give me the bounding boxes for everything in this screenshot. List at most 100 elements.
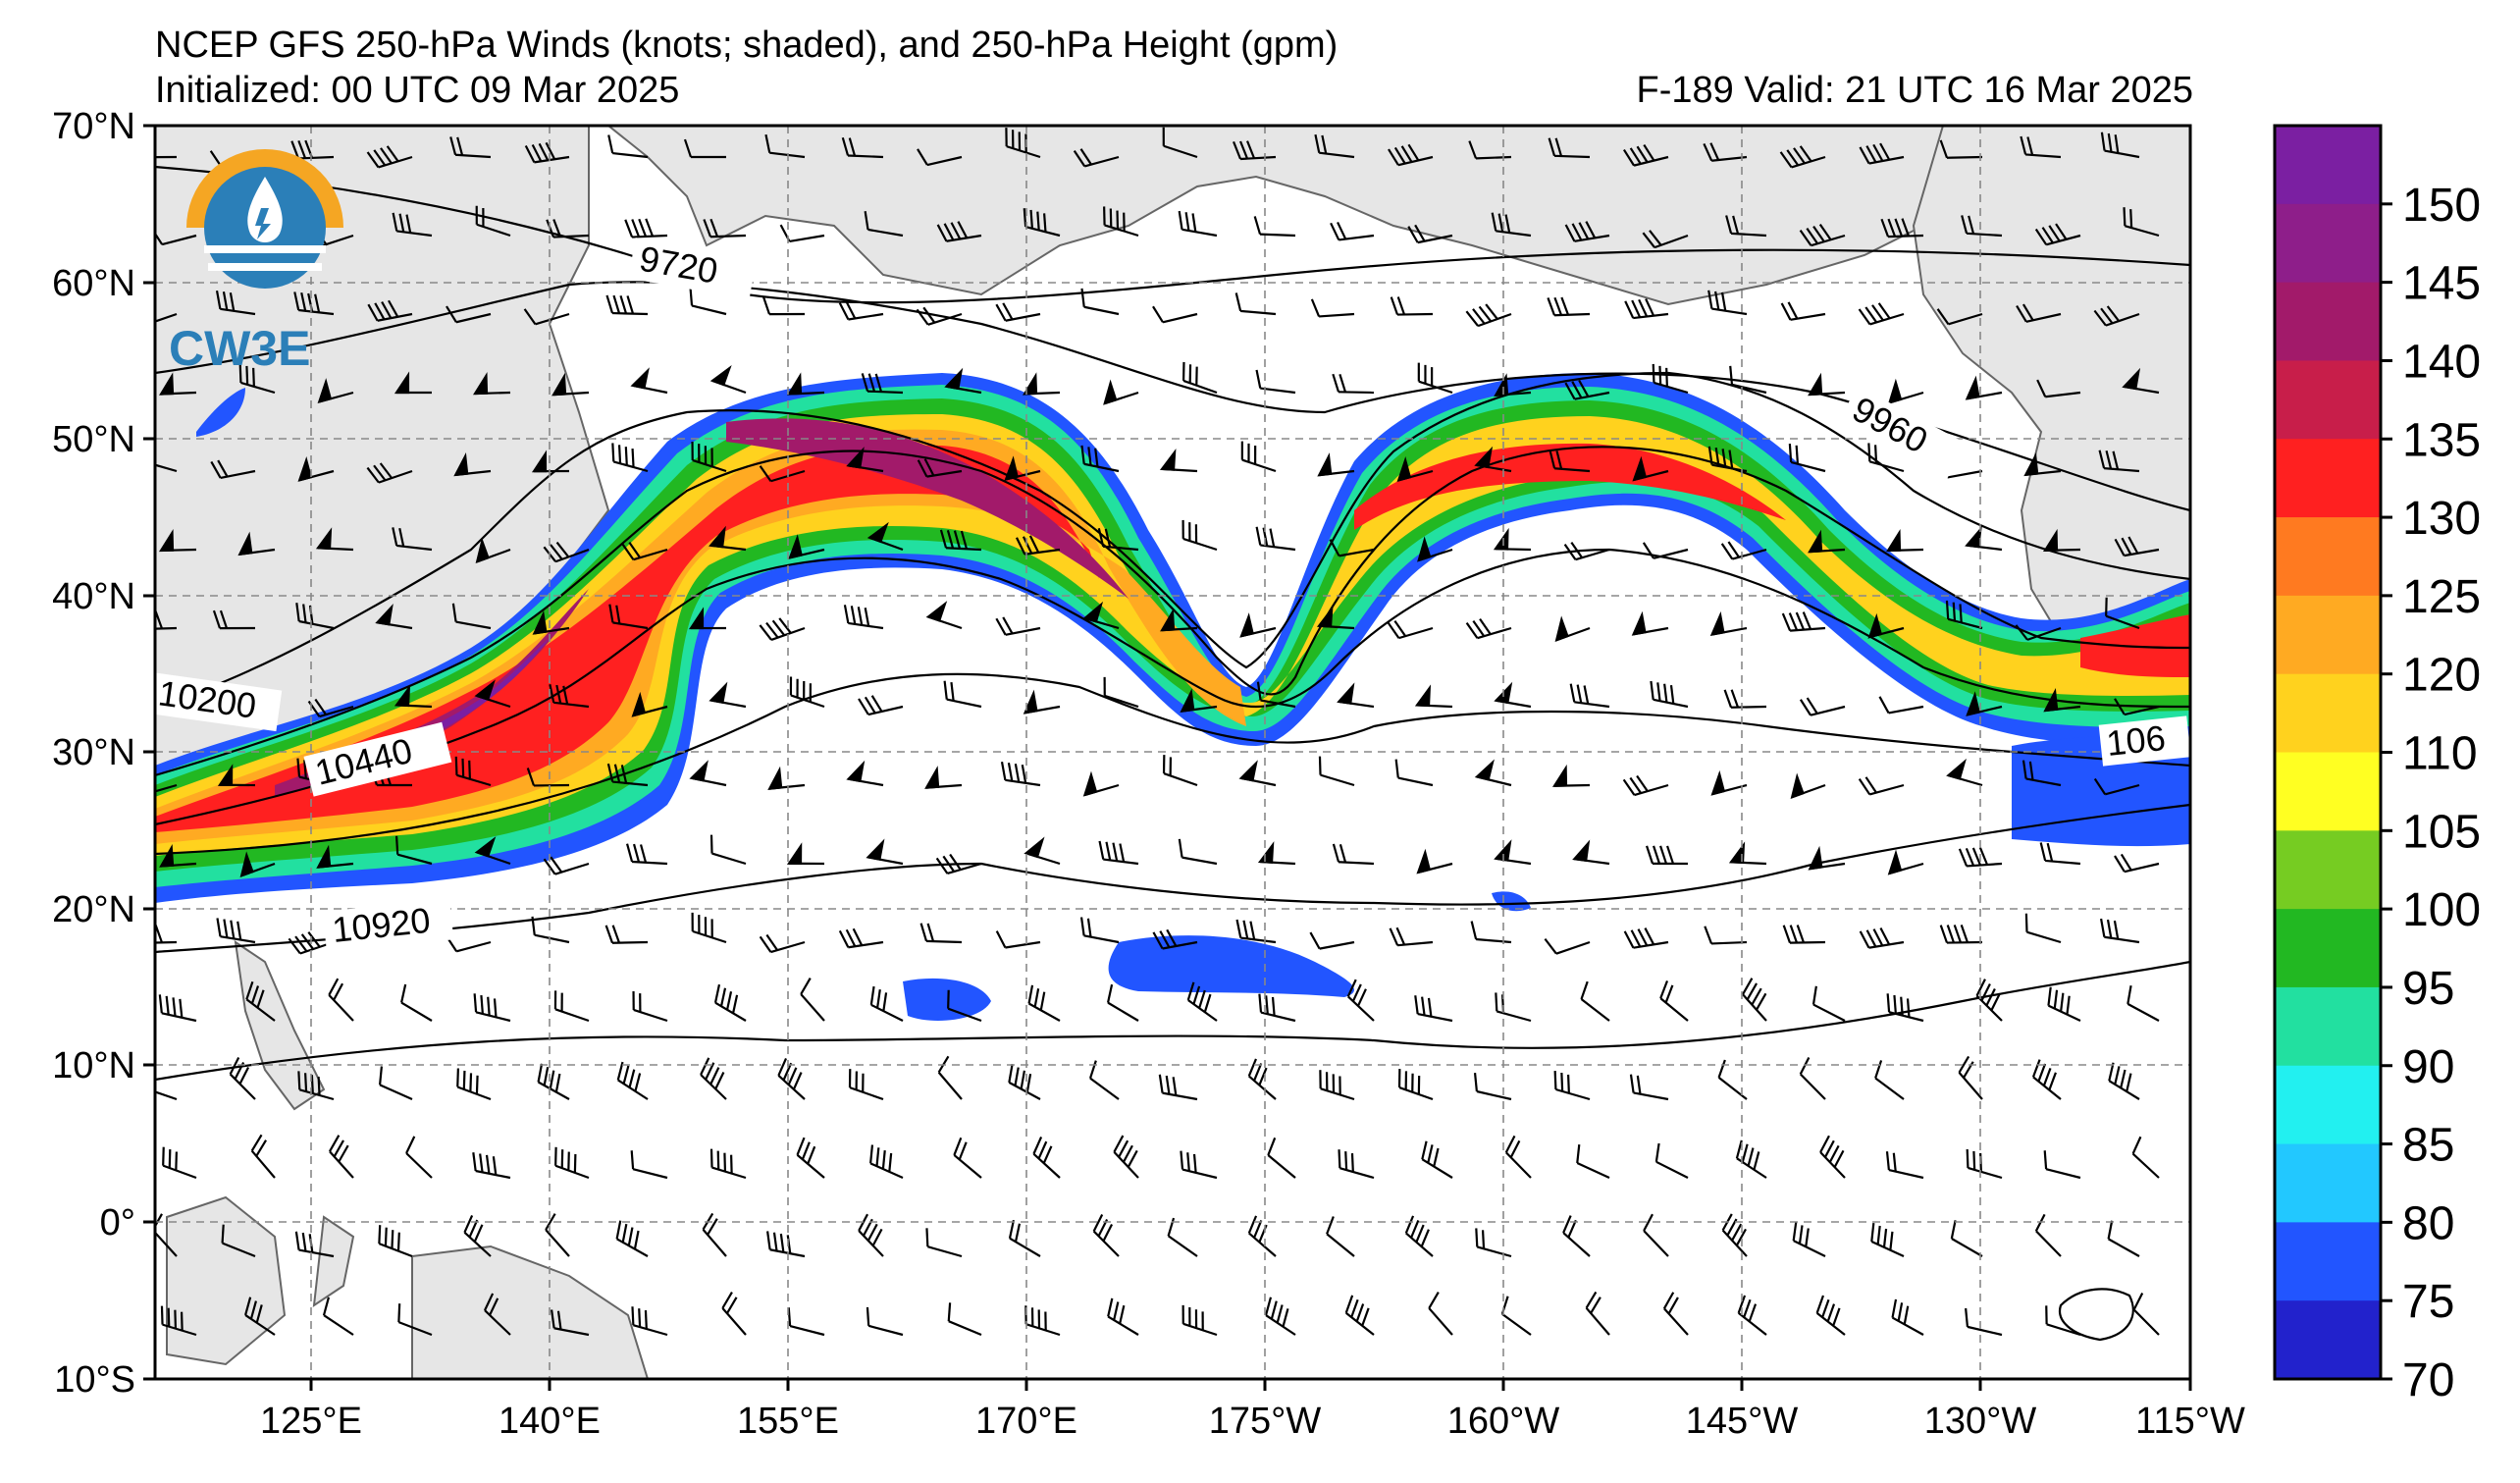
wind-barb <box>1631 610 1669 636</box>
wind-barb <box>297 1071 335 1101</box>
wind-barb <box>537 1063 570 1100</box>
wind-barb <box>532 610 570 635</box>
colorbar-tick-label: 80 <box>2402 1197 2454 1249</box>
wind-barb <box>1885 529 1924 553</box>
wind-barb <box>689 287 727 316</box>
wind-barb <box>1160 608 1198 632</box>
wind-barb <box>1662 1292 1689 1336</box>
lon-label-170e: 170°E <box>975 1401 1077 1442</box>
wind-barb <box>1389 927 1434 947</box>
wind-barb <box>1966 691 2003 716</box>
colorbar-segment <box>2275 830 2381 910</box>
lat-label-0: 0° <box>100 1202 135 1244</box>
wind-barb <box>453 451 492 477</box>
wind-barb <box>1874 1060 1905 1100</box>
wind-barb <box>1965 375 2003 400</box>
lon-label-155e: 155°E <box>737 1401 839 1442</box>
colorbar-segment <box>2275 360 2381 440</box>
logo-text: CW3E <box>169 321 310 376</box>
wind-barb <box>155 228 197 246</box>
lat-label-70n: 70°N <box>52 106 135 147</box>
lat-label-10s: 10°S <box>54 1359 135 1401</box>
wind-barb <box>1643 1213 1669 1257</box>
wind-barb <box>777 1057 806 1100</box>
wind-barb <box>1504 1135 1532 1179</box>
wind-barb <box>217 764 256 787</box>
celebes-island <box>312 1215 355 1308</box>
wind-barb <box>2098 450 2140 473</box>
wind-barb <box>606 763 649 787</box>
wind-barb <box>1416 848 1453 874</box>
wind-barb <box>378 1066 413 1101</box>
wind-barb <box>1310 298 1355 318</box>
wind-barb <box>1780 301 1826 321</box>
colorbar-segment <box>2275 909 2381 988</box>
wind-barb <box>788 534 825 559</box>
init-time: Initialized: 00 UTC 09 Mar 2025 <box>155 70 680 111</box>
wind-barb <box>1082 770 1120 797</box>
wind-barb <box>1723 689 1767 709</box>
wind-barb <box>328 978 354 1022</box>
wind-barb <box>1576 1144 1610 1180</box>
wind-barb <box>630 367 668 395</box>
wind-barb <box>1887 378 1924 404</box>
wind-barb <box>1799 224 1846 247</box>
wind-barb <box>1080 445 1120 473</box>
wind-barb <box>454 756 492 787</box>
wind-barb <box>155 460 178 473</box>
colorbar <box>2273 124 2392 1381</box>
wind-barb <box>616 1061 649 1100</box>
wind-barb <box>1710 769 1748 796</box>
wind-barb <box>2023 451 2062 477</box>
wind-barb <box>1027 984 1061 1022</box>
wind-barb <box>800 978 825 1022</box>
wind-barb <box>1585 1291 1610 1336</box>
wind-barb <box>1629 1074 1669 1101</box>
wind-barb <box>221 1224 256 1258</box>
wind-barb <box>1344 1295 1375 1336</box>
wind-barb <box>1811 985 1846 1022</box>
lon-label-140e: 140°E <box>499 1401 601 1442</box>
wind-barb <box>451 603 492 630</box>
wind-barb <box>2126 985 2160 1022</box>
wind-barb <box>1642 230 1689 249</box>
wind-barb <box>786 842 825 866</box>
wind-barb <box>767 766 806 790</box>
wind-barb <box>328 1135 354 1179</box>
wind-barb <box>703 218 747 238</box>
wind-barb <box>1113 1135 1139 1179</box>
wind-barb <box>405 1136 433 1179</box>
colorbar-tick-label: 120 <box>2402 650 2481 702</box>
contour-label-106-text: 106 <box>2105 717 2168 764</box>
wind-barb <box>159 844 197 868</box>
wind-barb <box>244 1297 276 1336</box>
wind-barb <box>1808 529 1846 554</box>
wind-barb <box>1337 682 1375 709</box>
wind-barb <box>472 1152 511 1180</box>
wind-barb <box>2100 132 2140 159</box>
wind-barb <box>1474 446 1512 473</box>
wind-barb <box>1491 212 1532 238</box>
wind-barb <box>796 1137 825 1179</box>
wind-barb <box>1939 139 1983 159</box>
wind-barb <box>1267 1137 1296 1179</box>
colorbar-tick-label: 70 <box>2402 1354 2454 1406</box>
wind-barb <box>1965 1307 2003 1337</box>
wind-barb <box>1936 308 1983 326</box>
wind-barb <box>1097 528 1139 552</box>
wind-barb <box>1317 452 1355 477</box>
wind-barb <box>1790 772 1826 799</box>
wind-barb <box>1553 1071 1591 1101</box>
wind-barb <box>1180 1150 1218 1180</box>
wind-barb <box>1569 683 1610 709</box>
colorbar-segment <box>2275 595 2381 675</box>
wind-barb <box>2031 1059 2062 1100</box>
wind-barb <box>1234 292 1277 316</box>
wind-barb <box>1180 688 1218 714</box>
wind-barb <box>1330 221 1375 241</box>
wind-barb <box>1475 1228 1512 1258</box>
wind-barb <box>315 527 354 552</box>
wind-barb <box>400 983 433 1022</box>
colorbar-tick-label: 145 <box>2402 258 2481 310</box>
philippines-islands <box>234 939 326 1111</box>
